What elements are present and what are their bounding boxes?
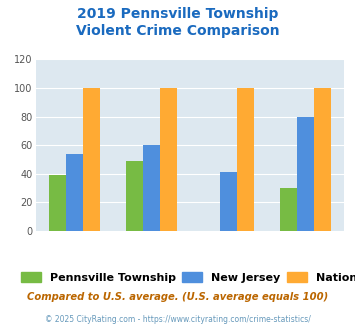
Text: © 2025 CityRating.com - https://www.cityrating.com/crime-statistics/: © 2025 CityRating.com - https://www.city… (45, 315, 310, 324)
Bar (237, 88, 254, 231)
Bar (220, 172, 237, 231)
Bar (297, 116, 314, 231)
Bar (280, 188, 297, 231)
Bar (49, 175, 66, 231)
Bar (160, 88, 177, 231)
Text: 2019 Pennsville Township
Violent Crime Comparison: 2019 Pennsville Township Violent Crime C… (76, 7, 279, 38)
Bar (83, 88, 100, 231)
Legend: Pennsville Township, New Jersey, National: Pennsville Township, New Jersey, Nationa… (16, 268, 355, 287)
Bar (66, 154, 83, 231)
Bar (314, 88, 331, 231)
Text: Compared to U.S. average. (U.S. average equals 100): Compared to U.S. average. (U.S. average … (27, 292, 328, 302)
Bar (143, 145, 160, 231)
Bar (126, 161, 143, 231)
